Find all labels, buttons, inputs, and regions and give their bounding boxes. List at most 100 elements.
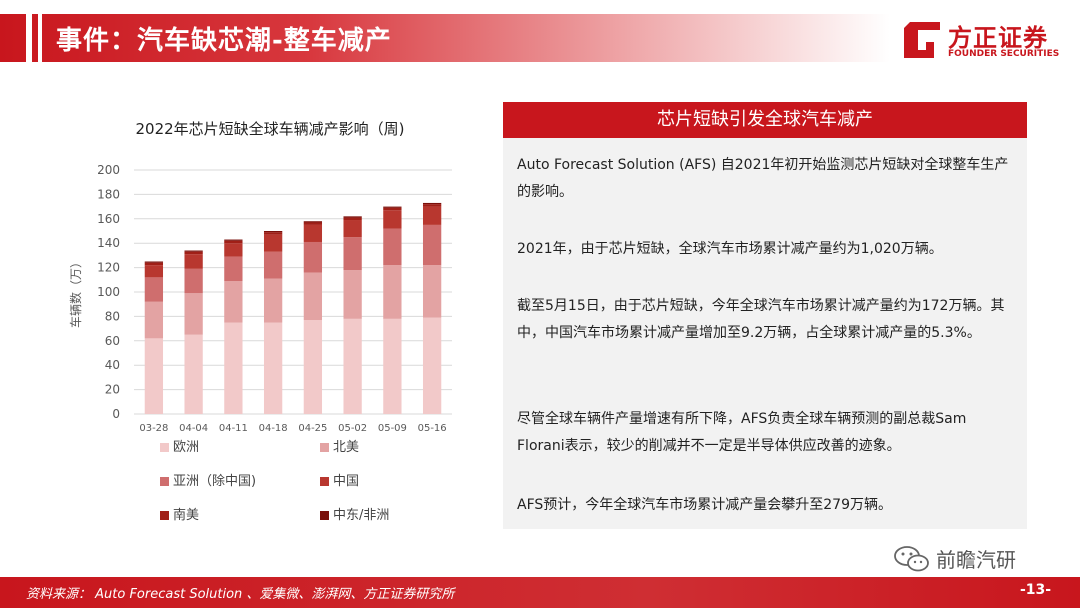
y-tick-label: 180	[97, 187, 120, 201]
legend-item: 中国	[320, 470, 359, 489]
y-tick-label: 120	[97, 261, 120, 275]
bar-segment	[184, 254, 203, 269]
legend-label: 南美	[173, 508, 200, 523]
bar-segment	[263, 234, 283, 252]
legend-label: 中国	[333, 474, 360, 489]
wechat-icon	[894, 546, 929, 572]
bar-segment	[422, 265, 442, 318]
logo-name-cn: 方正证券	[948, 24, 1048, 52]
page-title: 事件：汽车缺芯潮-整车减产	[56, 26, 392, 56]
bar-segment	[422, 317, 442, 414]
header-band	[0, 14, 890, 62]
y-tick-label: 60	[105, 334, 120, 348]
chart-title: 2022年芯片短缺全球车辆减产影响（周)	[135, 120, 405, 138]
y-tick-label: 100	[97, 285, 120, 299]
bar-segment	[303, 224, 323, 242]
legend-label: 北美	[333, 440, 360, 455]
bar-segment	[303, 272, 323, 321]
legend-label: 欧洲	[173, 440, 200, 455]
bar-segment	[184, 293, 203, 335]
bar-segment	[303, 320, 323, 414]
panel-title: 芯片短缺引发全球汽车减产	[503, 102, 1027, 138]
watermark-text: 前瞻汽研	[936, 548, 1016, 572]
bar-segment	[383, 228, 402, 266]
legend-swatch	[320, 477, 329, 486]
bar-chart: 0 20 40 60 80 100 120 140 160 180 200 车辆数（万） 03-28 04…	[68, 163, 452, 434]
chart-legend: 欧洲 北美亚洲（除中国) 中国南美 中东/非洲	[160, 436, 460, 526]
bar-segment	[343, 270, 362, 319]
bar-segment	[224, 240, 243, 244]
bar-segment	[263, 278, 283, 323]
x-tick-label: 05-02	[338, 423, 367, 434]
legend-swatch	[320, 511, 329, 520]
founder-logo-icon	[904, 22, 940, 58]
brand-logo: 方正证券 FOUNDER SECURITIES	[902, 18, 1062, 64]
legend-swatch	[160, 511, 169, 520]
footer-band	[0, 577, 1080, 608]
panel-paragraph: 尽管全球车辆件产量增速有所下降，AFS负责全球车辆预测的副总裁Sam Flora…	[517, 411, 967, 454]
bar-segment	[184, 268, 203, 294]
bar-segment	[383, 318, 402, 414]
bar-segment	[422, 204, 442, 207]
bar-segment	[343, 220, 362, 238]
bar-segment	[184, 334, 203, 414]
panel-body	[503, 138, 1027, 529]
legend-item: 亚洲（除中国)	[160, 470, 256, 489]
bar-segment	[224, 281, 243, 323]
bar-segment	[184, 250, 203, 252]
bar-segment	[263, 251, 283, 279]
legend-swatch	[160, 477, 169, 486]
bar-segment	[263, 231, 283, 233]
bar-segment	[184, 251, 203, 255]
footer-source: 资料来源： Auto Forecast Solution 、爱集微、澎湃网、方正…	[26, 587, 455, 602]
legend-swatch	[160, 443, 169, 452]
header-divider	[38, 14, 42, 62]
x-tick-label: 04-18	[259, 423, 288, 434]
panel-paragraph: 截至5月15日，由于芯片短缺，今年全球汽车市场累计减产量约为172万辆。其中，中…	[517, 298, 1005, 341]
x-tick-label: 05-16	[418, 423, 447, 434]
x-tick-label: 05-09	[378, 423, 407, 434]
x-tick-label: 04-25	[298, 423, 327, 434]
bar-segment	[383, 206, 402, 208]
header-divider	[26, 14, 32, 62]
y-tick-label: 160	[97, 212, 120, 226]
y-axis-label: 车辆数（万）	[68, 256, 83, 328]
legend-label: 中东/非洲	[333, 508, 390, 523]
y-tick-label: 20	[105, 383, 120, 397]
bar-segment	[224, 322, 243, 414]
legend-item: 北美	[320, 436, 359, 455]
legend-label: 亚洲（除中国)	[173, 474, 257, 489]
y-tick-label: 80	[105, 309, 120, 323]
y-tick-label: 40	[105, 358, 120, 372]
bar-segment	[303, 221, 323, 223]
page-number: -13-	[1020, 582, 1052, 598]
bar-segment	[343, 237, 362, 271]
bar-segment	[144, 338, 164, 414]
bar-segment	[144, 261, 164, 263]
bar-segment	[224, 256, 243, 282]
bar-segment	[383, 207, 402, 211]
y-tick-label: 0	[112, 407, 120, 421]
bar-segment	[422, 206, 442, 225]
bar-segment	[224, 243, 243, 257]
bar-segment	[144, 262, 164, 266]
x-tick-label: 03-28	[139, 423, 168, 434]
legend-item: 中东/非洲	[320, 504, 389, 523]
bar-segment	[343, 216, 362, 218]
bar-segment	[303, 222, 323, 225]
bar-segment	[144, 265, 164, 278]
bar-segment	[343, 318, 362, 414]
legend-item: 欧洲	[160, 436, 199, 455]
panel-paragraph: Auto Forecast Solution (AFS) 自2021年初开始监测…	[517, 157, 1009, 200]
bar-segment	[343, 217, 362, 221]
y-tick-label: 140	[97, 236, 120, 250]
logo-name-en: FOUNDER SECURITIES	[948, 49, 1060, 59]
bar-segment	[422, 202, 442, 205]
bar-segment	[224, 239, 243, 241]
bar-segment	[263, 232, 283, 235]
bar-segment	[383, 265, 402, 319]
x-tick-label: 04-04	[179, 423, 208, 434]
y-tick-label: 200	[97, 163, 120, 177]
bar-segment	[422, 224, 442, 266]
panel-paragraph: AFS预计，今年全球汽车市场累计减产量会攀升至279万辆。	[517, 497, 892, 513]
